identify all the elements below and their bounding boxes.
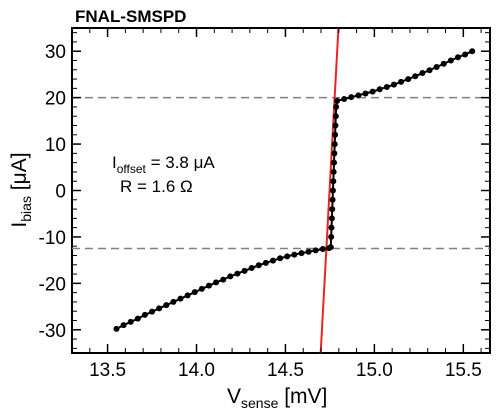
data-point xyxy=(241,267,248,274)
x-tick-label: 15.0 xyxy=(356,360,393,381)
fit-line xyxy=(319,27,340,354)
data-point xyxy=(383,83,390,90)
y-axis-ticks: -30 -20 -10 0 10 20 30 xyxy=(39,32,490,349)
data-point xyxy=(298,250,305,257)
x-axis-title: Vsense [mV] xyxy=(227,385,327,411)
y-tick-label: -10 xyxy=(39,228,66,249)
fit-line-group xyxy=(319,27,340,354)
data-point xyxy=(198,285,205,292)
reference-lines xyxy=(72,96,490,250)
data-point xyxy=(333,103,340,110)
data-point xyxy=(269,257,276,264)
data-point xyxy=(376,86,383,93)
data-point xyxy=(329,187,336,194)
ioffset-annotation: Ioffset = 3.8 μA xyxy=(112,153,215,176)
data-point xyxy=(284,253,291,260)
data-point xyxy=(433,64,440,70)
data-point xyxy=(149,308,156,315)
data-point xyxy=(141,311,148,318)
data-point xyxy=(462,51,469,58)
data-point xyxy=(398,78,405,85)
data-point xyxy=(319,246,326,252)
data-point xyxy=(330,178,337,185)
data-point xyxy=(113,325,120,332)
data-point xyxy=(369,88,376,95)
data-point xyxy=(348,94,355,101)
data-point xyxy=(120,322,127,329)
data-point xyxy=(412,73,419,80)
data-point xyxy=(334,97,341,104)
data-point xyxy=(156,305,163,312)
data-point xyxy=(329,206,336,213)
data-point xyxy=(426,67,433,74)
data-point xyxy=(127,318,134,325)
data-point xyxy=(177,295,184,302)
data-point xyxy=(328,224,335,231)
data-point xyxy=(328,233,335,240)
data-point xyxy=(329,196,336,203)
x-tick-label: 14.5 xyxy=(267,360,304,381)
data-point xyxy=(277,255,284,262)
data-point xyxy=(469,48,476,55)
data-point xyxy=(234,270,241,277)
data-point xyxy=(341,96,348,103)
data-point xyxy=(331,159,338,166)
x-tick-label: 15.5 xyxy=(445,360,482,381)
x-axis-ticks: 13.5 14.0 14.5 15.0 15.5 xyxy=(71,28,482,381)
data-points xyxy=(113,48,476,332)
data-point xyxy=(332,113,339,120)
data-point xyxy=(213,279,220,286)
data-point xyxy=(220,276,227,283)
data-point xyxy=(331,141,338,148)
resistance-annotation: R = 1.6 Ω xyxy=(120,177,193,196)
data-point xyxy=(248,265,255,272)
data-point xyxy=(405,76,412,83)
chart-title: FNAL-SMSPD xyxy=(75,7,186,26)
data-point xyxy=(331,150,338,157)
data-point xyxy=(191,289,198,296)
y-tick-label: 10 xyxy=(45,135,66,156)
data-point xyxy=(227,273,234,280)
data-point xyxy=(163,302,170,309)
data-point xyxy=(419,70,426,77)
data-point xyxy=(390,81,397,88)
y-tick-label: 20 xyxy=(45,89,66,110)
data-point xyxy=(205,282,212,289)
data-point xyxy=(262,259,269,266)
data-point xyxy=(184,292,191,299)
y-tick-label: -30 xyxy=(39,321,66,342)
data-point xyxy=(327,244,334,251)
data-point xyxy=(170,298,177,305)
data-point xyxy=(332,131,339,138)
data-point xyxy=(454,54,461,61)
y-tick-label: -20 xyxy=(39,274,66,295)
data-point xyxy=(255,262,262,269)
data-point xyxy=(305,248,312,255)
data-point xyxy=(447,57,454,64)
data-point xyxy=(312,247,319,254)
data-point xyxy=(134,315,141,322)
data-point xyxy=(362,90,369,97)
y-tick-label: 0 xyxy=(55,182,66,203)
y-tick-label: 30 xyxy=(45,42,66,63)
x-tick-label: 14.0 xyxy=(178,360,215,381)
data-point xyxy=(440,60,447,67)
data-point xyxy=(355,92,362,99)
x-tick-label: 13.5 xyxy=(89,360,126,381)
data-point xyxy=(330,168,337,175)
data-point xyxy=(328,215,335,222)
data-point xyxy=(332,122,339,129)
y-axis-title: Ibias [μA] xyxy=(8,152,34,227)
data-point xyxy=(291,251,298,258)
